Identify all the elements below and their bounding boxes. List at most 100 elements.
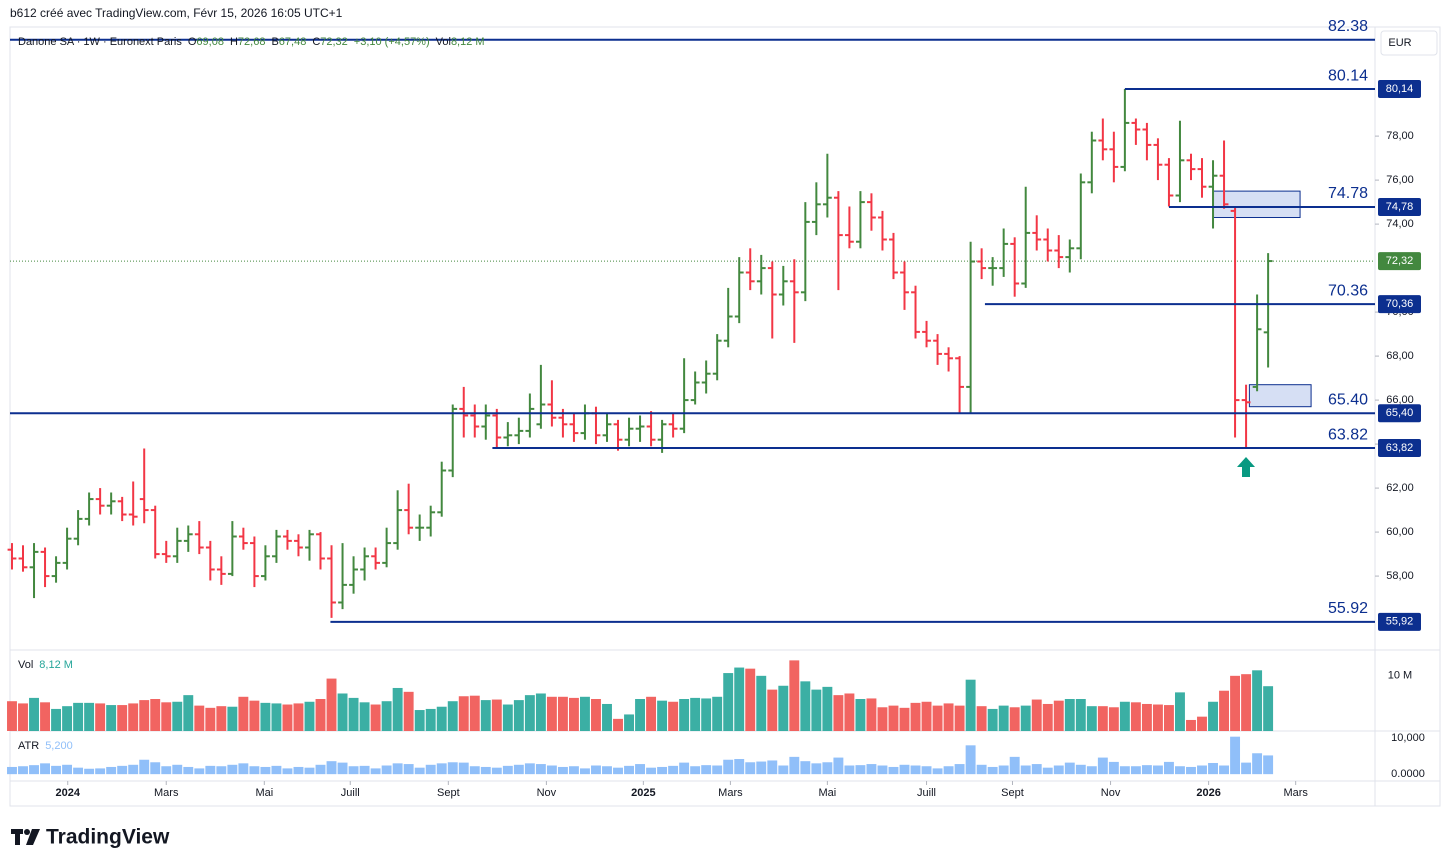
volume-bar: [998, 705, 1009, 731]
volume-bar: [216, 706, 227, 731]
atr-bar: [205, 765, 216, 775]
atr-bar: [844, 765, 855, 775]
volume-bar: [822, 686, 833, 731]
atr-bar: [976, 764, 987, 775]
level-price-label: 74,78: [1386, 201, 1414, 213]
atr-bar: [1186, 766, 1196, 775]
atr-legend-value: 5,200: [45, 740, 73, 752]
volume-bar: [1263, 686, 1274, 731]
atr-bar: [745, 762, 756, 775]
volume-bar: [392, 687, 403, 731]
volume-bar: [1108, 707, 1119, 731]
volume-bar: [469, 695, 480, 731]
atr-bar: [51, 765, 62, 775]
atr-bar: [447, 762, 458, 775]
legend-key: C: [312, 36, 320, 48]
atr-bar: [359, 765, 370, 775]
atr-bar: [161, 766, 172, 775]
volume-bar: [348, 697, 359, 731]
volume-bar: [51, 708, 62, 731]
volume-bar: [326, 678, 337, 731]
legend-value: 67,48: [279, 36, 307, 48]
volume-bar: [480, 700, 491, 731]
volume-legend: Vol 8,12 M: [18, 659, 73, 671]
atr-tick-label: 10,000: [1391, 732, 1425, 744]
atr-bar: [767, 760, 778, 775]
atr-bar: [7, 766, 17, 775]
volume-bar: [1141, 703, 1152, 731]
atr-bar: [568, 766, 579, 775]
atr-bar: [513, 764, 524, 775]
atr-bar: [778, 765, 789, 775]
atr-bar: [1219, 765, 1230, 775]
volume-bar: [679, 699, 690, 731]
atr-bar: [899, 764, 910, 775]
volume-bar: [1097, 706, 1108, 731]
legend-key: H: [230, 36, 238, 48]
volume-bar: [447, 701, 458, 731]
atr-bar: [183, 766, 194, 775]
atr-bar: [370, 768, 381, 775]
atr-bar: [414, 767, 425, 775]
atr-bar: [139, 759, 150, 775]
last-price-box: [1378, 252, 1421, 271]
volume-bar: [535, 693, 546, 731]
volume-bar: [150, 699, 161, 731]
atr-bar: [304, 767, 315, 775]
atr-bar: [524, 763, 535, 775]
atr-bar: [546, 765, 557, 775]
atr-bar: [326, 761, 337, 775]
x-tick-label: 2024: [55, 787, 80, 799]
volume-bar: [381, 701, 392, 731]
atr-bar: [701, 765, 712, 775]
atr-bar: [95, 768, 106, 775]
volume-bar: [117, 705, 128, 731]
atr-bar: [954, 764, 965, 775]
x-tick-label: Nov: [537, 787, 557, 799]
volume-bar: [910, 702, 921, 731]
level-price-label: 55,92: [1386, 616, 1414, 628]
atr-bar: [73, 767, 84, 775]
volume-bar: [1086, 706, 1097, 731]
atr-bar: [1108, 761, 1119, 775]
volume-bar: [29, 697, 39, 731]
x-tick-label: Nov: [1101, 787, 1121, 799]
volume-bar: [1208, 701, 1218, 731]
volume-bar: [1241, 674, 1252, 731]
atr-bar: [502, 765, 513, 775]
atr-bar: [789, 756, 800, 775]
atr-bar: [1163, 761, 1174, 775]
volume-bar: [106, 705, 117, 731]
currency-box[interactable]: [1380, 30, 1438, 56]
volume-bar: [1020, 705, 1031, 731]
atr-bar: [811, 763, 822, 775]
volume-bar: [502, 704, 513, 731]
level-price-box: [1378, 197, 1421, 216]
volume-bar: [668, 701, 679, 731]
atr-bar: [723, 759, 734, 775]
currency: EUR: [1388, 37, 1411, 49]
atr-bar: [238, 763, 249, 775]
atr-bar: [943, 766, 954, 775]
level-price-label: 80,14: [1386, 83, 1414, 95]
volume-bar: [491, 699, 502, 731]
volume-bar: [1152, 704, 1163, 731]
atr-bar: [282, 768, 293, 775]
legend-change: +3,10 (+4,57%): [354, 36, 430, 48]
atr-bar: [491, 767, 502, 775]
x-tick-label: Juill: [341, 787, 360, 799]
atr-bar: [646, 767, 657, 775]
volume-bar: [282, 704, 293, 731]
volume-bar: [139, 700, 150, 731]
volume-bar: [734, 667, 745, 731]
header: b612 créé avec TradingView.com, Févr 15,…: [10, 6, 343, 20]
atr-bar: [1175, 766, 1185, 775]
volume-bar: [701, 698, 712, 731]
volume-bar: [73, 702, 84, 731]
volume-bar: [888, 705, 899, 731]
atr-bar: [1031, 764, 1042, 775]
y-tick-label: 58,00: [1386, 570, 1414, 582]
atr-bar: [877, 765, 888, 775]
volume-bar: [304, 701, 315, 731]
